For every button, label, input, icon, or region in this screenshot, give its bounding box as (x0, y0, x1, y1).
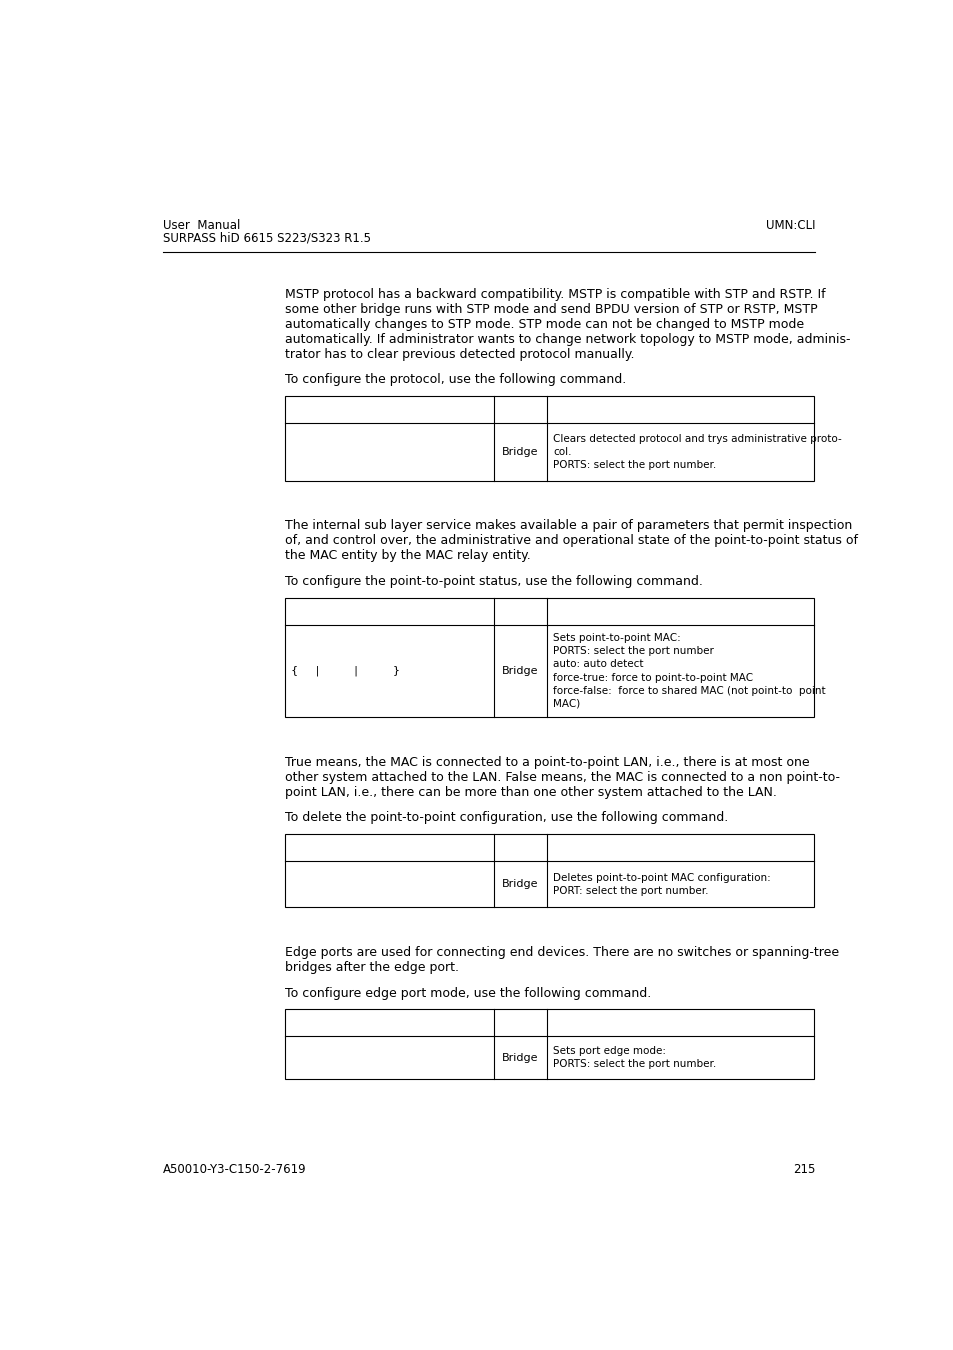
Text: {     |          |          }: { | | } (291, 666, 400, 676)
Text: To delete the point-to-point configuration, use the following command.: To delete the point-to-point configurati… (285, 811, 727, 825)
Text: A50010-Y3-C150-2-7619: A50010-Y3-C150-2-7619 (162, 1162, 306, 1176)
Text: To configure edge port mode, use the following command.: To configure edge port mode, use the fol… (285, 987, 651, 999)
Text: Bridge: Bridge (501, 1053, 538, 1062)
Text: bridges after the edge port.: bridges after the edge port. (285, 961, 458, 973)
Text: auto: auto detect: auto: auto detect (553, 659, 642, 670)
Text: Bridge: Bridge (501, 879, 538, 890)
Text: other system attached to the LAN. False means, the MAC is connected to a non poi: other system attached to the LAN. False … (285, 771, 840, 784)
Text: automatically changes to STP mode. STP mode can not be changed to MSTP mode: automatically changes to STP mode. STP m… (285, 317, 803, 331)
Text: PORTS: select the port number: PORTS: select the port number (553, 647, 713, 656)
Text: Sets point-to-point MAC:: Sets point-to-point MAC: (553, 633, 680, 643)
Text: Deletes point-to-point MAC configuration:: Deletes point-to-point MAC configuration… (553, 872, 770, 883)
Text: 215: 215 (792, 1162, 815, 1176)
Text: Edge ports are used for connecting end devices. There are no switches or spannin: Edge ports are used for connecting end d… (285, 946, 839, 958)
Text: Sets port edge mode:: Sets port edge mode: (553, 1046, 665, 1056)
Text: UMN:CLI: UMN:CLI (765, 219, 815, 232)
Bar (285, 598, 813, 717)
Text: trator has to clear previous detected protocol manually.: trator has to clear previous detected pr… (285, 347, 634, 360)
Text: Bridge: Bridge (501, 447, 538, 456)
Text: PORT: select the port number.: PORT: select the port number. (553, 886, 708, 896)
Text: To configure the point-to-point status, use the following command.: To configure the point-to-point status, … (285, 575, 702, 589)
Text: MAC): MAC) (553, 699, 579, 709)
Text: User  Manual: User Manual (162, 219, 240, 232)
Text: MSTP protocol has a backward compatibility. MSTP is compatible with STP and RSTP: MSTP protocol has a backward compatibili… (285, 288, 825, 301)
Text: Clears detected protocol and trys administrative proto-: Clears detected protocol and trys admini… (553, 433, 841, 444)
Text: force-true: force to point-to-point MAC: force-true: force to point-to-point MAC (553, 672, 752, 683)
Bar (285, 834, 813, 907)
Text: point LAN, i.e., there can be more than one other system attached to the LAN.: point LAN, i.e., there can be more than … (285, 786, 776, 799)
Text: force-false:  force to shared MAC (not point-to  point: force-false: force to shared MAC (not po… (553, 686, 824, 695)
Text: The internal sub layer service makes available a pair of parameters that permit : The internal sub layer service makes ava… (285, 520, 851, 532)
Text: col.: col. (553, 447, 571, 456)
Text: SURPASS hiD 6615 S223/S323 R1.5: SURPASS hiD 6615 S223/S323 R1.5 (162, 231, 371, 244)
Bar (285, 396, 813, 481)
Text: some other bridge runs with STP mode and send BPDU version of STP or RSTP, MSTP: some other bridge runs with STP mode and… (285, 302, 817, 316)
Text: Bridge: Bridge (501, 666, 538, 676)
Text: the MAC entity by the MAC relay entity.: the MAC entity by the MAC relay entity. (285, 549, 530, 563)
Text: PORTS: select the port number.: PORTS: select the port number. (553, 460, 716, 470)
Text: automatically. If administrator wants to change network topology to MSTP mode, a: automatically. If administrator wants to… (285, 332, 850, 346)
Text: True means, the MAC is connected to a point-to-point LAN, i.e., there is at most: True means, the MAC is connected to a po… (285, 756, 809, 768)
Text: of, and control over, the administrative and operational state of the point-to-p: of, and control over, the administrative… (285, 535, 857, 547)
Text: To configure the protocol, use the following command.: To configure the protocol, use the follo… (285, 374, 626, 386)
Text: PORTS: select the port number.: PORTS: select the port number. (553, 1058, 716, 1069)
Bar (285, 1010, 813, 1079)
